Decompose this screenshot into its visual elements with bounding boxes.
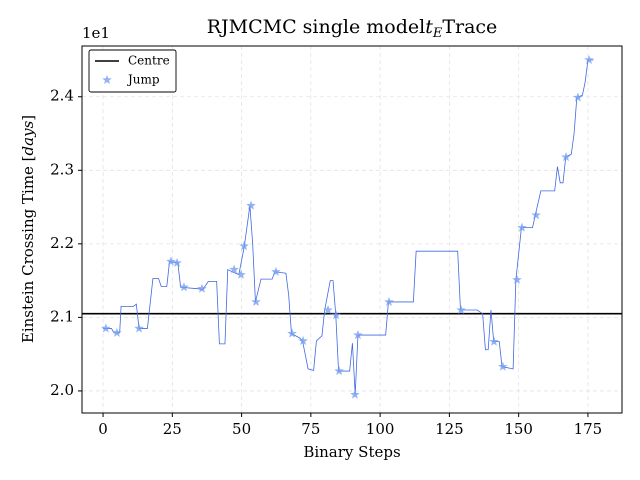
jump-marker bbox=[197, 283, 207, 293]
jump-marker bbox=[298, 335, 308, 345]
legend-marker bbox=[102, 75, 112, 85]
jump-marker bbox=[323, 305, 333, 315]
jump-marker bbox=[353, 330, 363, 340]
title-math: t bbox=[425, 16, 433, 38]
x-tick-label: 0 bbox=[98, 420, 108, 438]
jump-marker bbox=[101, 323, 111, 333]
jump-marker bbox=[456, 305, 466, 315]
jump-marker bbox=[498, 361, 508, 371]
jump-marker bbox=[236, 269, 246, 279]
jump-marker bbox=[573, 92, 583, 102]
jump-marker bbox=[287, 328, 297, 338]
y-axis-label: Einstein Crossing Time [days] bbox=[19, 115, 37, 343]
jump-marker bbox=[271, 266, 281, 276]
jump-marker bbox=[166, 256, 176, 266]
x-tick-label: 175 bbox=[574, 420, 603, 438]
y-tick-label: 2.0 bbox=[50, 381, 74, 399]
legend-label: Centre bbox=[128, 54, 170, 68]
jump-marker bbox=[531, 210, 541, 220]
legend-label: Jump bbox=[126, 73, 160, 87]
chart-title: RJMCMC single modeltETrace bbox=[207, 16, 498, 41]
jump-marker bbox=[179, 282, 189, 292]
jump-marker bbox=[251, 296, 261, 306]
jump-marker bbox=[350, 389, 360, 399]
y-label-unit: days bbox=[19, 120, 37, 155]
jump-marker bbox=[172, 257, 182, 268]
jump-marker bbox=[561, 152, 571, 162]
y-tick-label: 2.2 bbox=[50, 234, 74, 252]
jump-marker bbox=[384, 296, 394, 306]
x-tick-label: 125 bbox=[435, 420, 464, 438]
jump-marker bbox=[331, 310, 341, 320]
jump-marker bbox=[512, 274, 522, 284]
x-tick-label: 150 bbox=[504, 420, 533, 438]
y-label-part: ] bbox=[19, 115, 37, 121]
y-tick-label: 2.4 bbox=[50, 87, 74, 105]
x-tick-label: 50 bbox=[232, 420, 251, 438]
jump-marker bbox=[239, 241, 249, 251]
jump-marker bbox=[584, 54, 594, 65]
x-axis-label: Binary Steps bbox=[303, 443, 400, 461]
title-suffix: Trace bbox=[442, 16, 497, 38]
plot-frame bbox=[81, 45, 623, 414]
x-tick-label: 25 bbox=[163, 420, 182, 438]
y-tick-label: 2.1 bbox=[50, 307, 74, 325]
y-offset-label: 1e1 bbox=[82, 24, 110, 42]
jump-marker bbox=[246, 200, 256, 210]
jump-marker bbox=[134, 323, 144, 333]
jump-marker bbox=[489, 336, 499, 346]
x-tick-label: 75 bbox=[301, 420, 320, 438]
jump-marker bbox=[517, 222, 527, 232]
x-tick-label: 100 bbox=[366, 420, 395, 438]
jump-marker bbox=[334, 366, 344, 376]
y-tick-label: 2.3 bbox=[50, 160, 74, 178]
y-label-part: Einstein Crossing Time [ bbox=[19, 155, 37, 343]
title-text: RJMCMC single model bbox=[207, 16, 425, 38]
jump-marker bbox=[229, 264, 239, 274]
jump-marker bbox=[112, 327, 122, 337]
title-subscript: E bbox=[432, 26, 443, 41]
